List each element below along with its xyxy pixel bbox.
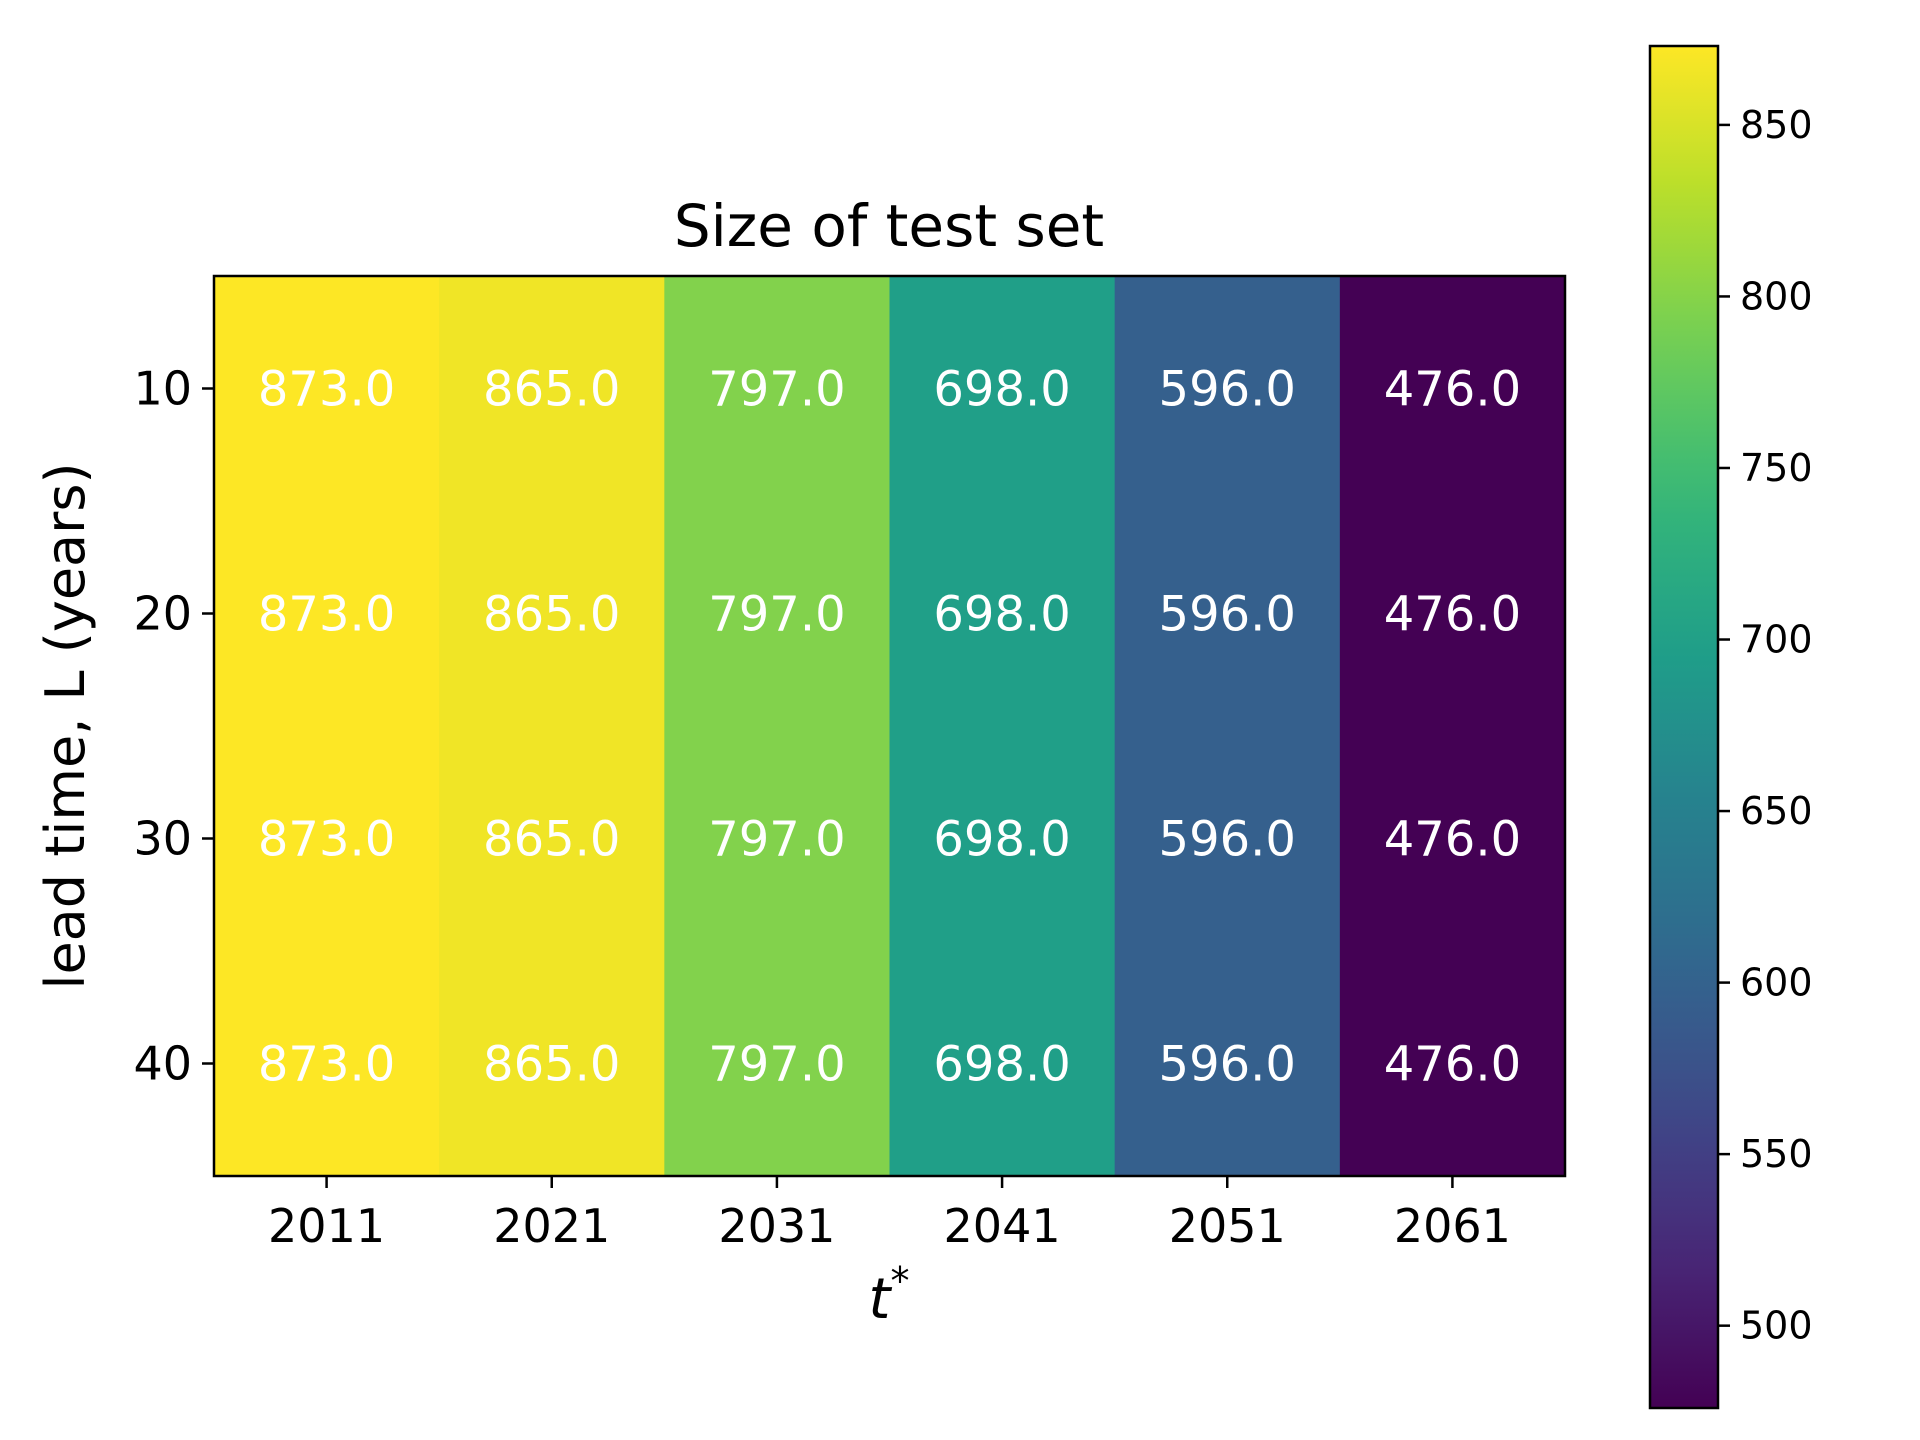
x-tick-label: 2011	[268, 1199, 385, 1253]
colorbar-tick-label: 600	[1740, 961, 1813, 1005]
cell-value-labels: 873.0 865.0 797.0 698.0 596.0 476.0 873.0 865.0…	[258, 362, 1521, 1093]
cell-value-label: 865.0	[483, 362, 620, 418]
cell-value-label: 873.0	[258, 812, 395, 868]
heatmap-cell	[1339, 501, 1566, 727]
cell-value-label: 596.0	[1159, 362, 1296, 418]
x-tick-label: 2031	[718, 1199, 835, 1253]
heatmap-cell	[664, 276, 891, 502]
cell-value-label: 797.0	[708, 812, 845, 868]
heatmap-cell	[889, 501, 1116, 727]
heatmap-cell	[664, 726, 891, 952]
y-axis-ticks: 10 20 30 40	[133, 362, 214, 1091]
heatmap-cell	[439, 951, 665, 1177]
y-tick-label: 10	[133, 362, 192, 416]
heatmap-cell	[1339, 276, 1566, 502]
cell-value-label: 797.0	[708, 587, 845, 643]
cell-value-label: 476.0	[1384, 812, 1521, 868]
colorbar-tick-label: 700	[1740, 618, 1813, 662]
cell-value-label: 873.0	[258, 362, 395, 418]
colorbar-tick-label: 850	[1740, 103, 1813, 147]
cell-value-label: 865.0	[483, 812, 620, 868]
chart-title: Size of test set	[674, 192, 1104, 260]
heatmap-cell	[1114, 951, 1341, 1177]
cell-value-label: 865.0	[483, 587, 620, 643]
heatmap-cell	[889, 726, 1116, 952]
heatmap-cell	[1339, 726, 1566, 952]
heatmap-cell	[1114, 276, 1341, 502]
heatmap-cell	[214, 501, 440, 727]
colorbar-tick-label: 500	[1740, 1304, 1813, 1348]
heatmap-cell	[214, 276, 440, 502]
heatmap-cell	[439, 501, 665, 727]
cell-value-label: 476.0	[1384, 1037, 1521, 1093]
heatmap-cell	[664, 951, 891, 1177]
heatmap-cell	[1114, 501, 1341, 727]
cell-value-label: 698.0	[933, 1037, 1070, 1093]
cell-value-label: 476.0	[1384, 587, 1521, 643]
colorbar-tick-label: 800	[1740, 274, 1813, 318]
x-axis-ticks: 2011 2021 2031 2041 2051 2061	[268, 1176, 1511, 1253]
cell-value-label: 865.0	[483, 1037, 620, 1093]
plot-frame	[212, 274, 1567, 1178]
heatmap-cell	[1339, 951, 1566, 1177]
cell-value-label: 873.0	[258, 587, 395, 643]
cell-value-label: 698.0	[933, 362, 1070, 418]
cell-value-label: 476.0	[1384, 362, 1521, 418]
cell-value-label: 596.0	[1159, 812, 1296, 868]
cell-value-label: 596.0	[1159, 1037, 1296, 1093]
heatmap-cell	[1114, 726, 1341, 952]
y-axis-label: lead time, L (years)	[34, 462, 97, 989]
cell-value-label: 797.0	[708, 1037, 845, 1093]
colorbar-tick-label: 550	[1740, 1132, 1813, 1176]
cell-value-label: 797.0	[708, 362, 845, 418]
heatmap-cell	[664, 501, 891, 727]
heatmap-cell	[439, 276, 665, 502]
x-axis-label: t*	[869, 1259, 910, 1332]
y-tick-label: 20	[133, 587, 192, 641]
x-tick-label: 2041	[944, 1199, 1061, 1253]
y-tick-label: 40	[133, 1037, 192, 1091]
cell-value-label: 596.0	[1159, 587, 1296, 643]
colorbar-frame	[1648, 44, 1720, 1410]
y-tick-label: 30	[133, 812, 192, 866]
colorbar-tick-label: 750	[1740, 446, 1813, 490]
cell-value-label: 873.0	[258, 1037, 395, 1093]
heatmap-cells	[214, 276, 1566, 1177]
x-tick-label: 2051	[1169, 1199, 1286, 1253]
heatmap-cell	[439, 726, 665, 952]
x-tick-label: 2061	[1394, 1199, 1511, 1253]
colorbar-ticks: 500 550 600 650 700 750 800 850	[1718, 103, 1813, 1348]
heatmap-cell	[214, 951, 440, 1177]
colorbar-tick-label: 650	[1740, 789, 1813, 833]
colorbar	[1650, 46, 1718, 1408]
heatmap-cell	[214, 726, 440, 952]
x-tick-label: 2021	[493, 1199, 610, 1253]
cell-value-label: 698.0	[933, 812, 1070, 868]
cell-value-label: 698.0	[933, 587, 1070, 643]
heatmap-cell	[889, 276, 1116, 502]
heatmap-cell	[889, 951, 1116, 1177]
